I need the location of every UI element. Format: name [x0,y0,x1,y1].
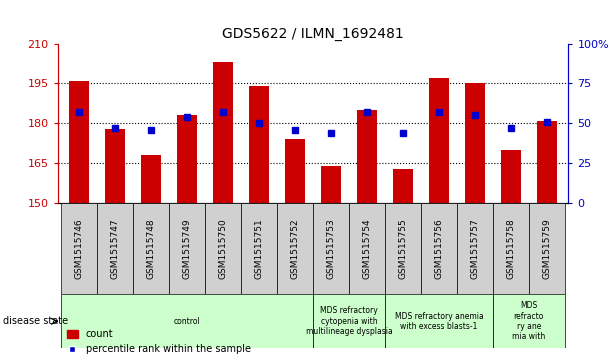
Bar [385,203,421,294]
Text: disease state: disease state [3,316,68,326]
Bar [529,203,565,294]
Bar [142,155,161,203]
Text: GSM1515749: GSM1515749 [183,218,192,279]
Text: GSM1515759: GSM1515759 [542,218,551,279]
Bar [105,129,125,203]
Text: MDS refractory
cytopenia with
multilineage dysplasia: MDS refractory cytopenia with multilinea… [306,306,392,336]
Bar [178,115,197,203]
Bar [313,294,385,348]
Bar [429,78,449,203]
Text: GSM1515753: GSM1515753 [326,218,336,279]
Text: GSM1515746: GSM1515746 [75,218,84,279]
Bar [493,294,565,348]
Text: GSM1515751: GSM1515751 [255,218,264,279]
Bar [61,294,313,348]
Bar [206,203,241,294]
Text: GSM1515755: GSM1515755 [398,218,407,279]
Title: GDS5622 / ILMN_1692481: GDS5622 / ILMN_1692481 [223,27,404,41]
Bar [393,169,413,203]
Bar [421,203,457,294]
Text: GSM1515757: GSM1515757 [471,218,480,279]
Bar [457,203,493,294]
Bar [249,86,269,203]
Bar [313,203,349,294]
Bar [285,139,305,203]
Text: GSM1515756: GSM1515756 [435,218,443,279]
Text: GSM1515748: GSM1515748 [147,218,156,279]
Bar [133,203,169,294]
Bar [537,121,557,203]
Bar [61,203,97,294]
Bar [321,166,341,203]
Bar [465,83,485,203]
Text: GSM1515754: GSM1515754 [362,218,371,279]
Bar [241,203,277,294]
Bar [169,203,206,294]
Text: GSM1515750: GSM1515750 [219,218,228,279]
Legend: count, percentile rank within the sample: count, percentile rank within the sample [63,326,255,358]
Bar [357,110,377,203]
Bar [97,203,133,294]
Bar [69,81,89,203]
Bar [385,294,493,348]
Text: GSM1515758: GSM1515758 [506,218,516,279]
Text: MDS
refracto
ry ane
mia with: MDS refracto ry ane mia with [513,301,545,341]
Bar [501,150,521,203]
Text: GSM1515747: GSM1515747 [111,218,120,279]
Bar [349,203,385,294]
Bar [277,203,313,294]
Text: MDS refractory anemia
with excess blasts-1: MDS refractory anemia with excess blasts… [395,311,483,331]
Text: control: control [174,317,201,326]
Bar [213,62,233,203]
Bar [493,203,529,294]
Text: GSM1515752: GSM1515752 [291,218,300,279]
